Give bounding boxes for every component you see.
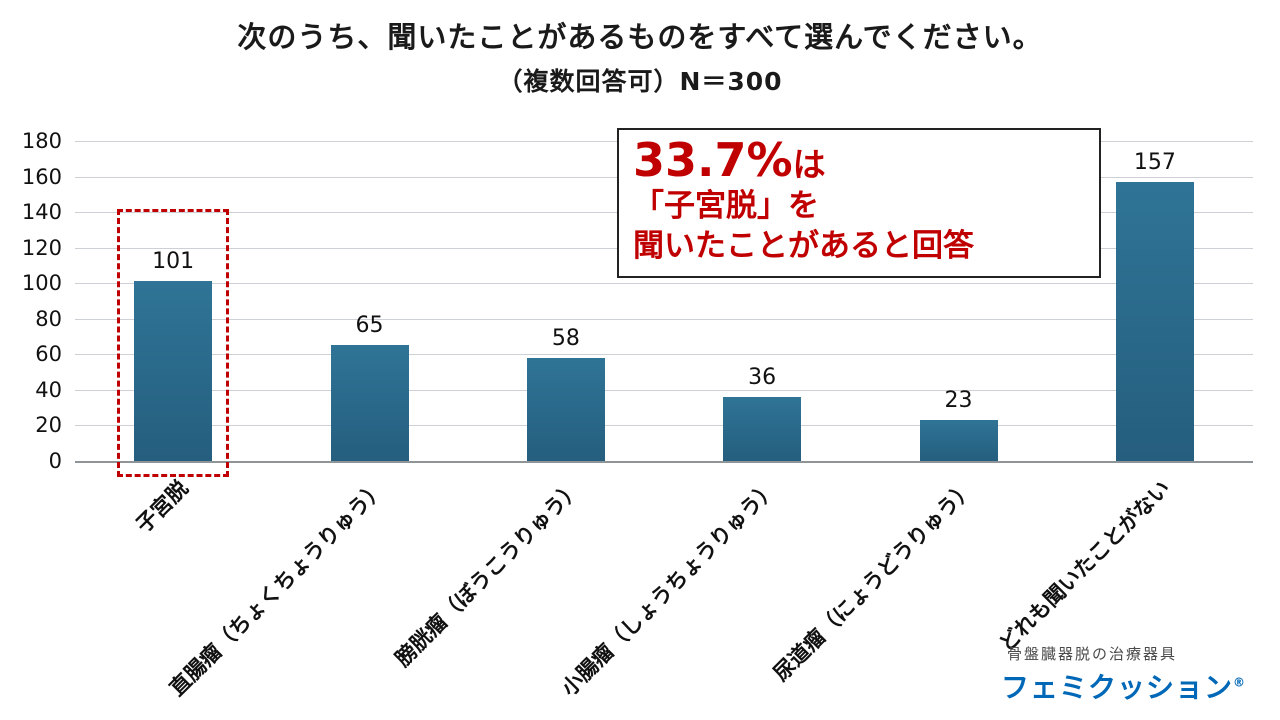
y-tick-label: 120 (21, 235, 62, 260)
x-axis-label: 尿道瘤（にょうどうりゅう） (768, 475, 979, 686)
bar-value-label: 101 (152, 249, 195, 275)
y-axis: 0 20 40 60 80 100 120 140 160 180 (8, 129, 66, 473)
registered-mark: ® (1233, 675, 1246, 690)
y-tick-label: 180 (21, 129, 62, 153)
bar-value-label: 157 (1133, 149, 1176, 175)
chart-title: 次のうち、聞いたことがあるものをすべて選んでください。 (237, 20, 1043, 54)
y-tick-label: 60 (35, 342, 62, 367)
annotation-line3: 聞いたことがあると回答 (633, 227, 974, 264)
y-tick-label: 40 (35, 377, 62, 402)
x-axis-label: 小腸瘤（しょうちょうりゅう） (557, 475, 782, 701)
gridline (75, 389, 1253, 391)
x-axis-label: 子宮脱 (131, 475, 193, 538)
y-tick-label: 20 (35, 413, 62, 438)
gridline (75, 425, 1253, 427)
annotation-box: 33.7%は 「子宮脱」を 聞いたことがあると回答 (617, 128, 1101, 279)
bar (526, 357, 605, 461)
logo-brand-text: フェミクッション (1000, 671, 1233, 704)
plot-area: 101 子宮脱 65 直腸瘤（ちょくちょうりゅう） 58 膀胱瘤（ぼうこうりゅう） 36 小腸… (75, 141, 1253, 701)
bar-value-label: 23 (944, 388, 973, 414)
y-tick-label: 160 (21, 164, 62, 189)
bar-value-label: 65 (355, 313, 384, 339)
y-tick-label: 0 (48, 449, 62, 473)
logo-brand: フェミクッション® (1001, 666, 1246, 706)
highlight-box (117, 209, 230, 477)
bar (919, 420, 998, 461)
x-axis-label: 膀胱瘤（ぼうこうりゅう） (390, 475, 586, 671)
bar (330, 345, 409, 461)
logo-tagline: 骨盤臓器脱の治療器具 (1006, 645, 1177, 663)
gridline (75, 318, 1253, 320)
gridline (75, 283, 1253, 285)
bar (723, 397, 802, 461)
bar (1115, 181, 1194, 461)
chart-subtitle: （複数回答可）N＝300 (497, 67, 783, 96)
y-tick-label: 140 (21, 200, 62, 225)
x-axis-label: 直腸瘤（ちょくちょうりゅう） (164, 475, 390, 701)
x-axis-label: どれも聞いたことがない (994, 475, 1175, 657)
bar-value-label: 36 (748, 365, 777, 390)
bar (134, 281, 213, 461)
annotation-headline: 33.7%は (633, 134, 1085, 187)
brand-logo: 骨盤臓器脱の治療器具 フェミクッション® (1001, 643, 1246, 706)
y-tick-label: 80 (35, 306, 62, 331)
annotation-percentage: 33.7% (633, 133, 793, 187)
gridline (75, 354, 1253, 356)
bar-value-label: 58 (551, 325, 580, 351)
y-tick-label: 100 (21, 271, 62, 296)
annotation-suffix: は (792, 145, 826, 184)
annotation-line2: 「子宮脱」を (633, 187, 819, 224)
